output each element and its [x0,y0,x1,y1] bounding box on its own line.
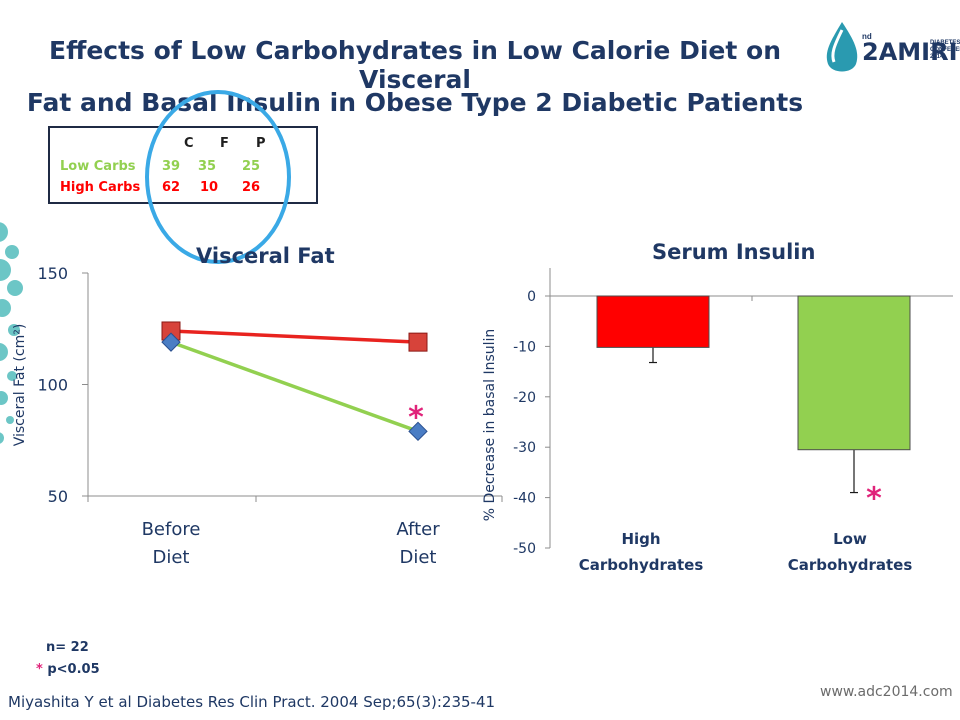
chart-title-visceral-fat: Visceral Fat [196,244,335,268]
row-label: High Carbs [60,180,141,195]
significance-annotation: * [408,400,424,435]
diamond-marker [408,421,428,442]
x-tick-label: Carbohydrates [579,556,704,574]
y-tick-label: 0 [527,289,536,305]
square-marker [408,332,428,352]
x-tick-label: Before [142,519,201,540]
highlight-circle [145,90,291,264]
diamond-marker [161,332,181,352]
logo-subtitle: DIABETES CONFERENCE 2014 [930,40,960,60]
row-label: Low Carbs [60,159,136,174]
slide-title-line-2: Fat and Basal Insulin in Obese Type 2 Di… [26,88,804,117]
bar-0 [596,295,710,348]
y-axis-label: Visceral Fat (cm²) [12,324,28,447]
significance-text: p<0.05 [47,662,100,677]
conference-logo: nd 2AMIRI DIABETES CONFERENCE 2014 [818,18,960,78]
citation: Miyashita Y et al Diabetes Res Clin Prac… [8,693,496,711]
x-tick-label: Diet [153,547,190,568]
x-tick-label: Carbohydrates [788,556,913,574]
x-tick-label: Low [833,530,867,548]
y-tick-label: -50 [513,541,536,557]
y-tick-label: -30 [513,440,536,456]
bar-1 [797,295,911,451]
y-tick-label: 50 [48,487,68,506]
logo-superscript: nd [862,32,872,41]
slide-title-line-1: Effects of Low Carbohydrates in Low Calo… [49,36,781,94]
series-line-0 [170,329,419,344]
series-line-1 [170,340,419,433]
x-tick-label: After [396,519,440,540]
sample-size: n= 22 [46,640,89,655]
y-tick-label: -10 [513,339,536,355]
water-drop-icon [826,22,858,72]
y-tick-label: -20 [513,390,536,406]
logo-main-text: 2AMIRI [862,38,958,66]
significance-annotation: * [866,482,882,517]
x-tick-label: Diet [400,547,437,568]
chart-title-serum-insulin: Serum Insulin [652,240,816,264]
website-url: www.adc2014.com [820,684,953,700]
x-tick-label: High [621,530,660,548]
significance-note: * p<0.05 [36,662,100,677]
y-tick-label: -40 [513,491,536,507]
y-tick-label: 150 [37,264,68,283]
y-tick-label: 100 [37,376,68,395]
y-axis-label: % Decrease in basal Insulin [482,329,498,522]
significance-star: * [36,662,43,677]
